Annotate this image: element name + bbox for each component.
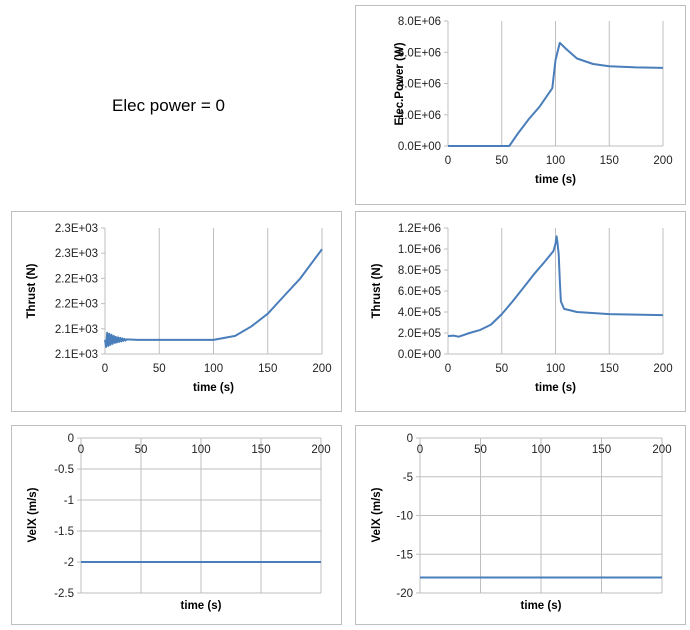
thrust-right-xtick-label: 0 — [445, 363, 451, 375]
thrust-right-yaxis-title: Thrust (N) — [371, 263, 383, 318]
thrust-left-series-line — [104, 248, 323, 348]
thrust-right-xtick-label: 100 — [546, 363, 565, 375]
velx-left-ytick-label: 0 — [68, 433, 74, 445]
velx-right-ytick-label: -10 — [396, 511, 413, 523]
elec-power-xaxis-title: time (s) — [535, 174, 576, 186]
chart-frame-thrust-right — [355, 211, 686, 412]
elec-power-yaxis-title: Elec.Power (W) — [394, 42, 406, 125]
elec-power-ytick-label: 0.0E+00 — [398, 141, 441, 153]
velx-left-xtick-label: 100 — [191, 444, 210, 456]
velx-left-xtick-label: 200 — [311, 444, 330, 456]
thrust-left-ytick-label: 2.1E+03 — [55, 324, 98, 336]
thrust-right-ytick-label: 1.2E+06 — [398, 223, 441, 235]
elec-power-xtick-label: 200 — [653, 155, 672, 167]
thrust-right-xtick-label: 50 — [495, 363, 508, 375]
velx-left-xtick-label: 150 — [251, 444, 270, 456]
thrust-right-xaxis-title: time (s) — [535, 382, 576, 394]
elec-power-ytick-label: 8.0E+06 — [398, 16, 441, 28]
velx-left-xtick-label: 0 — [78, 444, 84, 456]
velx-left-xtick-label: 50 — [135, 444, 148, 456]
velx-left-ytick-label: -2 — [64, 557, 74, 569]
thrust-right-ytick-label: 1.0E+06 — [398, 244, 441, 256]
thrust-right-ytick-label: 8.0E+05 — [398, 265, 441, 277]
velx-right-xtick-label: 50 — [474, 444, 487, 456]
velx-right-xtick-label: 100 — [531, 444, 550, 456]
elec-power-ytick-label: 4.0E+06 — [398, 79, 441, 91]
velx-right-ytick-label: -15 — [396, 549, 413, 561]
thrust-right-ytick-label: 2.0E+05 — [398, 328, 441, 340]
thrust-left-xtick-label: 0 — [102, 363, 108, 375]
thrust-right-ytick-label: 0.0E+00 — [398, 349, 441, 361]
velx-right-xtick-label: 150 — [592, 444, 611, 456]
chart-frame-velx-left — [11, 425, 342, 625]
thrust-left-ytick-label: 2.3E+03 — [55, 248, 98, 260]
elec-power-ytick-label: 6.0E+06 — [398, 47, 441, 59]
velx-right-ytick-label: -5 — [403, 472, 413, 484]
velx-left-ytick-label: -1 — [64, 495, 74, 507]
velx-left-xaxis-title: time (s) — [181, 600, 222, 612]
velx-right-ytick-label: 0 — [407, 433, 413, 445]
thrust-left-xtick-label: 100 — [204, 363, 223, 375]
thrust-left-yaxis-title: Thrust (N) — [26, 263, 38, 318]
thrust-left-xtick-label: 50 — [153, 363, 166, 375]
elec-power-xtick-label: 50 — [495, 155, 508, 167]
thrust-right-xtick-label: 150 — [600, 363, 619, 375]
elec-power-series-line — [448, 41, 664, 147]
thrust-left-xtick-label: 200 — [312, 363, 331, 375]
thrust-left-ytick-label: 2.1E+03 — [55, 349, 98, 361]
thrust-left-xaxis-title: time (s) — [193, 382, 234, 394]
chart-frame-thrust-left — [11, 211, 342, 412]
velx-left-ytick-label: -1.5 — [54, 526, 74, 538]
velx-right-xtick-label: 200 — [652, 444, 671, 456]
thrust-right-ytick-label: 6.0E+05 — [398, 286, 441, 298]
velx-right-xtick-label: 0 — [417, 444, 423, 456]
chart-frame-velx-right — [355, 425, 686, 625]
chart-frame-elec-power — [355, 5, 686, 205]
thrust-left-ytick-label: 2.3E+03 — [55, 223, 98, 235]
thrust-right-ytick-label: 4.0E+05 — [398, 307, 441, 319]
thrust-right-xtick-label: 200 — [653, 363, 672, 375]
elec-power-note: Elec power = 0 — [112, 96, 225, 115]
velx-left-ytick-label: -0.5 — [54, 464, 74, 476]
velx-right-xaxis-title: time (s) — [521, 600, 562, 612]
thrust-left-ytick-label: 2.2E+03 — [55, 299, 98, 311]
elec-power-xtick-label: 0 — [445, 155, 451, 167]
elec-power-ytick-label: 2.0E+06 — [398, 110, 441, 122]
thrust-right-series-line — [447, 235, 664, 338]
velx-right-yaxis-title: VelX (m/s) — [371, 487, 383, 542]
velx-right-ytick-label: -20 — [396, 588, 413, 600]
elec-power-xtick-label: 150 — [600, 155, 619, 167]
thrust-left-ytick-label: 2.2E+03 — [55, 273, 98, 285]
velx-left-yaxis-title: VelX (m/s) — [27, 487, 39, 542]
thrust-left-xtick-label: 150 — [258, 363, 277, 375]
velx-left-ytick-label: -2.5 — [54, 588, 74, 600]
elec-power-xtick-label: 100 — [546, 155, 565, 167]
